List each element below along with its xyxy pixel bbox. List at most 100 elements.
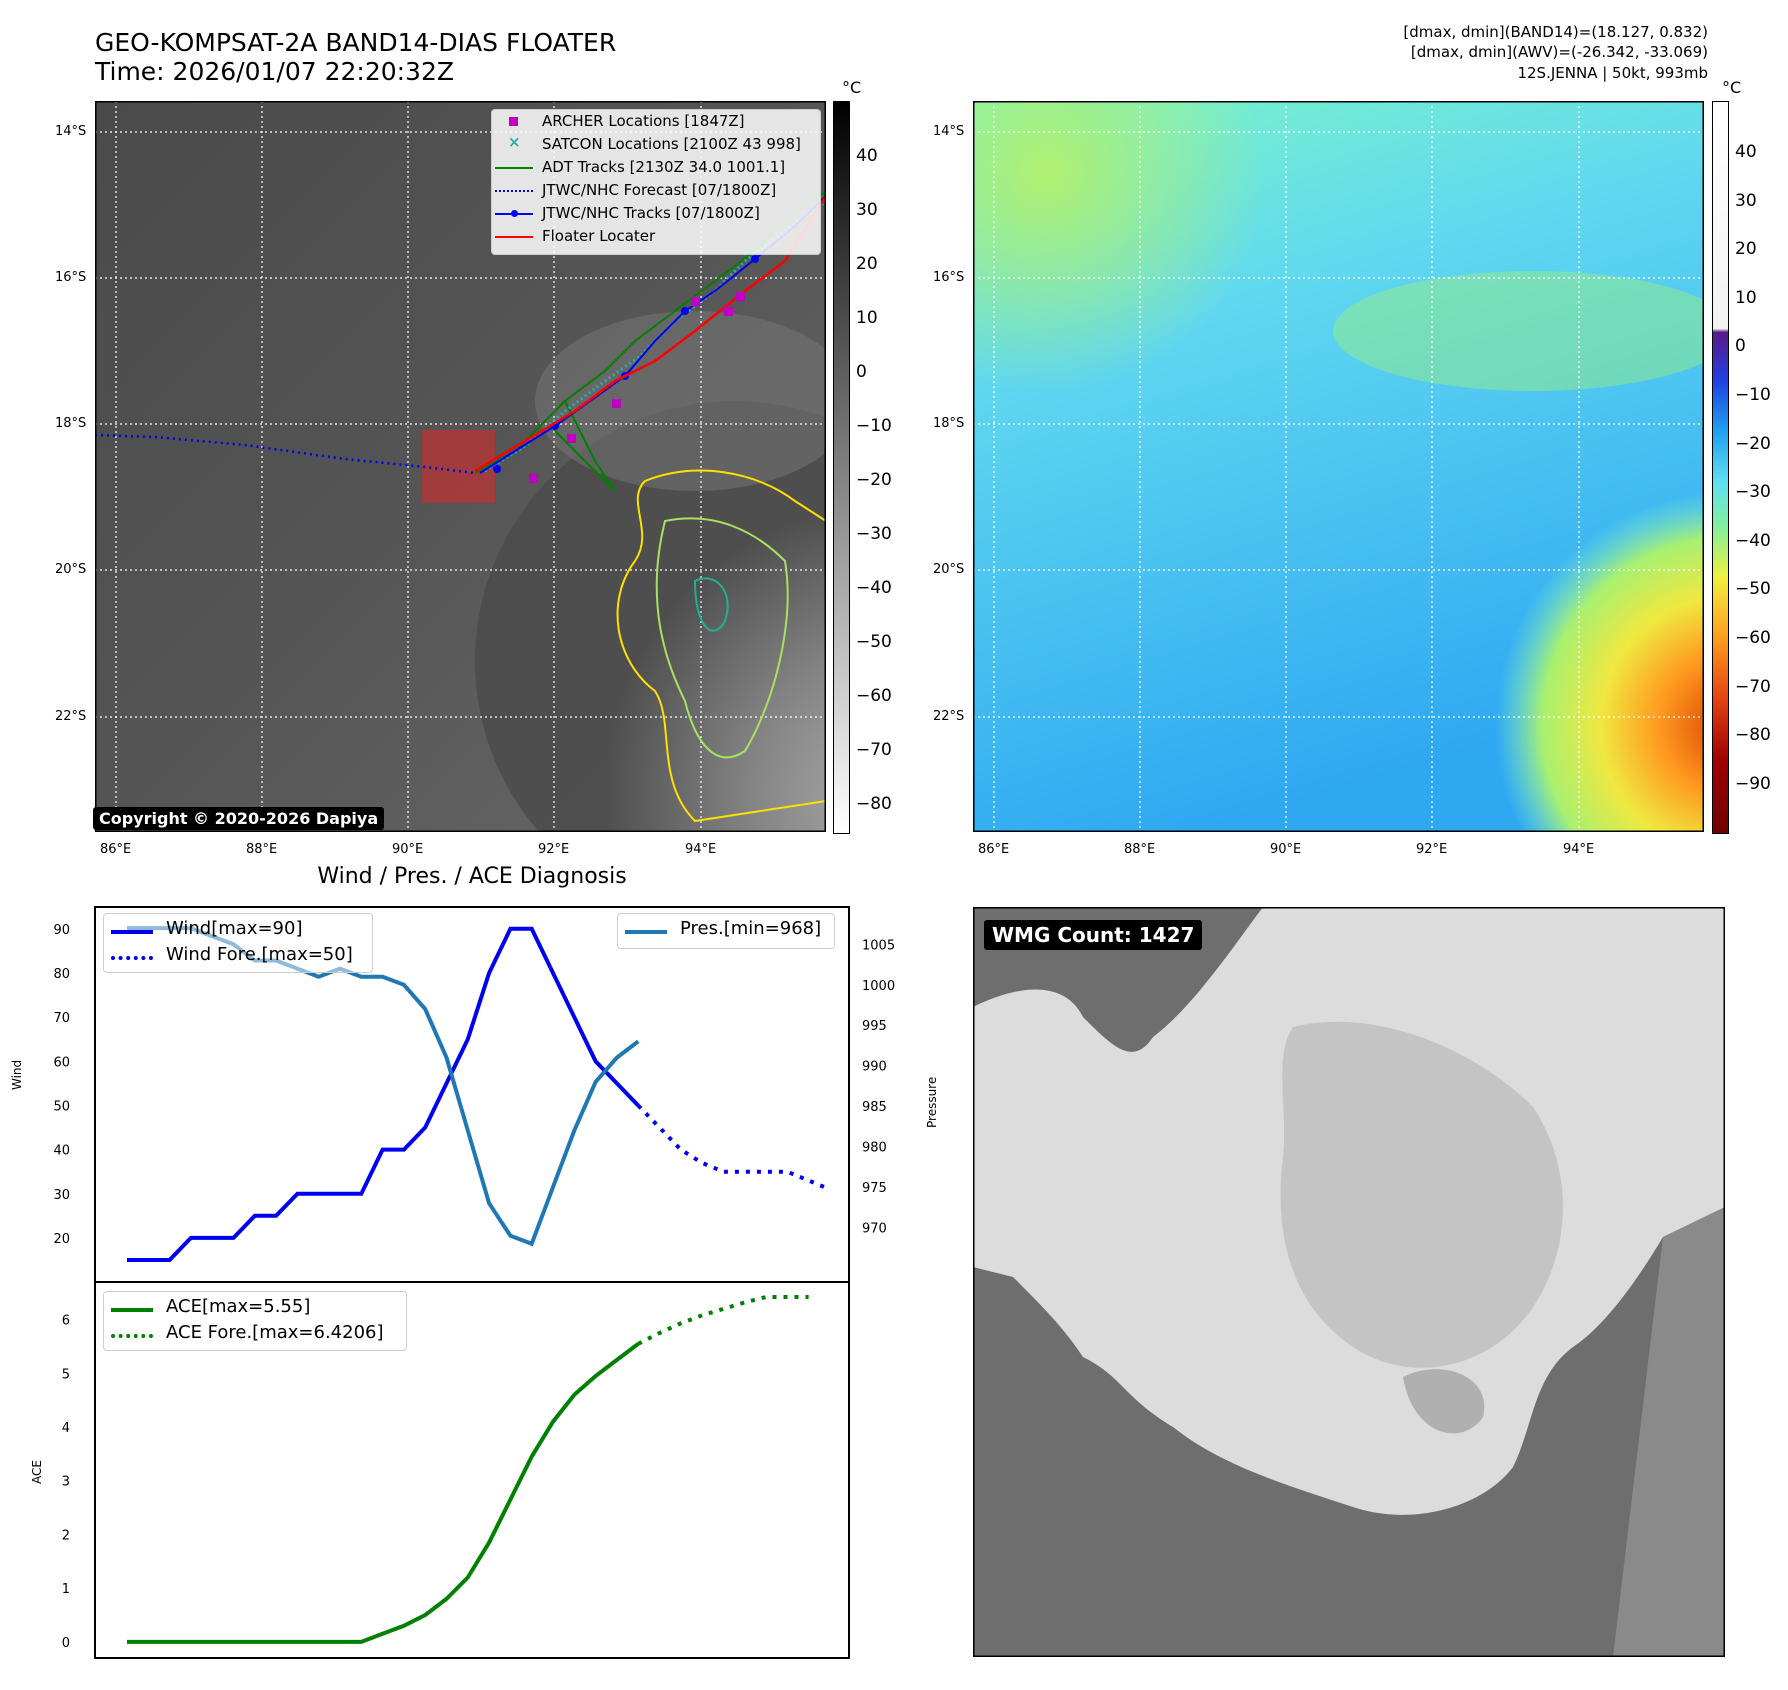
wind-tick-labels: 90 80 70 60 50 40 30 20 bbox=[53, 923, 70, 1247]
cloud-contours bbox=[616, 469, 827, 823]
lat-tick-left-1: 16°S bbox=[55, 270, 87, 285]
gray-colorbar-tick-6: −20 bbox=[856, 470, 892, 490]
color-colorbar-tick-4: 0 bbox=[1735, 336, 1746, 357]
wind-legend-label: Wind[max=90] bbox=[166, 918, 303, 939]
floater-locater-track bbox=[474, 195, 828, 473]
color-colorbar-tick-2: 20 bbox=[1735, 239, 1757, 260]
color-colorbar-tick-6: −20 bbox=[1735, 433, 1771, 454]
wmg-panel: WMG Count: 1427 bbox=[972, 906, 1726, 1658]
lon-tick-left-0: 86°E bbox=[100, 842, 132, 857]
lat-tick-left-3: 20°S bbox=[55, 562, 87, 577]
color-map-svg bbox=[972, 100, 1788, 881]
gray-colorbar-tick-7: −30 bbox=[856, 524, 892, 544]
lat-tick-right-1: 16°S bbox=[933, 270, 965, 285]
legend-satcon-label: SATCON Locations [2100Z 43 998] bbox=[542, 135, 801, 153]
ace-tick-5: 1 bbox=[62, 1582, 70, 1597]
floater-line-icon bbox=[495, 236, 533, 238]
ir-map-frame bbox=[94, 100, 827, 833]
lon-tick-left-2: 90°E bbox=[392, 842, 424, 857]
pres-tick-5: 980 bbox=[862, 1141, 887, 1156]
legend-floater-label: Floater Locater bbox=[542, 227, 656, 245]
color-colorbar-ticks: 40 30 20 10 0 −10 −20 −30 −40 −50 −60 −70 −80 −90 bbox=[1735, 101, 1785, 832]
forecast-line-icon bbox=[495, 190, 533, 192]
pres-tick-2: 995 bbox=[862, 1019, 887, 1034]
adt-line-icon bbox=[495, 167, 533, 169]
color-colorbar bbox=[1712, 101, 1729, 834]
diagnosis-title: Wind / Pres. / ACE Diagnosis bbox=[317, 864, 627, 889]
ace-tick-3: 3 bbox=[62, 1475, 70, 1490]
legend-jtwc-label: JTWC/NHC Tracks [07/1800Z] bbox=[542, 204, 760, 222]
lon-tick-left-4: 94°E bbox=[685, 842, 717, 857]
lat-tick-left-0: 14°S bbox=[55, 124, 87, 139]
gray-colorbar bbox=[833, 101, 850, 834]
ace-legend-label: ACE[max=5.55] bbox=[166, 1296, 311, 1317]
color-colorbar-tick-10: −60 bbox=[1735, 628, 1771, 648]
gray-colorbar-tick-11: −70 bbox=[856, 740, 892, 760]
archer-points bbox=[529, 292, 745, 483]
wind-tick-6: 30 bbox=[53, 1188, 70, 1203]
lon-tick-right-1: 88°E bbox=[1124, 842, 1156, 857]
wind-tick-7: 20 bbox=[53, 1232, 70, 1247]
ace-fore-legend-line-icon bbox=[111, 1334, 153, 1338]
wind-tick-5: 40 bbox=[53, 1144, 70, 1159]
gray-colorbar-tick-8: −40 bbox=[856, 578, 892, 598]
ace-tick-4: 2 bbox=[62, 1528, 70, 1543]
lat-tick-right-2: 18°S bbox=[933, 416, 965, 431]
ace-tick-0: 6 bbox=[62, 1314, 70, 1329]
pres-legend: Pres.[min=968] bbox=[617, 913, 835, 949]
color-colorbar-tick-0: 40 bbox=[1735, 142, 1757, 162]
color-colorbar-tick-8: −40 bbox=[1735, 530, 1771, 551]
ace-tick-labels: 6 5 4 3 2 1 0 bbox=[62, 1314, 70, 1651]
wind-tick-2: 70 bbox=[53, 1011, 70, 1026]
wmg-core bbox=[1403, 1369, 1485, 1434]
ace-forecast-line bbox=[637, 1295, 809, 1346]
map-legend: ARCHER Locations [1847Z] × SATCON Locati… bbox=[491, 109, 821, 255]
copyright-label: Copyright © 2020-2026 Dapiya bbox=[93, 807, 385, 830]
color-colorbar-tick-9: −50 bbox=[1735, 579, 1771, 600]
wmg-count-badge: WMG Count: 1427 bbox=[984, 920, 1203, 950]
figure-title-line1: GEO-KOMPSAT-2A BAND14-DIAS FLOATER bbox=[95, 28, 617, 57]
gray-colorbar-tick-9: −50 bbox=[856, 632, 892, 652]
gray-colorbar-ticks: 40 30 20 10 0 −10 −20 −30 −40 −50 −60 −70 −80 bbox=[856, 101, 906, 832]
gray-colorbar-tick-3: 10 bbox=[856, 308, 878, 328]
wind-tick-0: 90 bbox=[53, 923, 70, 938]
figure-title-line2: Time: 2026/01/07 22:20:32Z bbox=[95, 57, 454, 86]
cloud-band bbox=[535, 311, 855, 491]
color-colorbar-tick-12: −80 bbox=[1735, 725, 1771, 746]
ace-legend-line-icon bbox=[111, 1308, 153, 1312]
wind-tick-3: 60 bbox=[53, 1055, 70, 1070]
satcon-marker-icon: × bbox=[508, 133, 521, 151]
wind-tick-1: 80 bbox=[53, 967, 70, 982]
wmg-frame bbox=[972, 906, 1726, 1658]
ace-tick-1: 5 bbox=[62, 1367, 70, 1382]
gray-colorbar-tick-5: −10 bbox=[856, 416, 892, 436]
color-colorbar-tick-3: 10 bbox=[1735, 287, 1757, 308]
color-colorbar-tick-13: −90 bbox=[1735, 773, 1771, 794]
gray-colorbar-tick-2: 20 bbox=[856, 254, 878, 274]
wind-legend-line-icon bbox=[111, 930, 153, 934]
pres-tick-6: 975 bbox=[862, 1181, 887, 1196]
gray-colorbar-tick-4: 0 bbox=[856, 362, 867, 382]
ace-tick-6: 0 bbox=[62, 1636, 70, 1651]
gray-colorbar-tick-10: −60 bbox=[856, 686, 892, 706]
lon-tick-right-0: 86°E bbox=[978, 842, 1010, 857]
pres-legend-line-icon bbox=[625, 930, 667, 934]
pressure-ylabel: Pressure bbox=[925, 1076, 939, 1128]
lat-tick-left-4: 22°S bbox=[55, 709, 87, 724]
wmg-inner-region bbox=[1280, 1021, 1563, 1368]
legend-forecast-label: JTWC/NHC Forecast [07/1800Z] bbox=[542, 181, 777, 199]
ace-fore-legend-label: ACE Fore.[max=6.4206] bbox=[166, 1322, 384, 1343]
jtwc-dot-icon bbox=[511, 210, 518, 217]
color-colorbar-tick-5: −10 bbox=[1735, 385, 1771, 405]
legend-adt-label: ADT Tracks [2130Z 34.0 1001.1] bbox=[542, 158, 786, 176]
color-colorbar-tick-7: −30 bbox=[1735, 482, 1771, 503]
lat-tick-left-2: 18°S bbox=[55, 416, 87, 431]
ace-axes-frame bbox=[94, 1281, 850, 1659]
wind-legend: Wind[max=90] Wind Fore.[max=50] bbox=[103, 913, 373, 973]
lon-tick-right-2: 90°E bbox=[1270, 842, 1302, 857]
color-colorbar-unit: °C bbox=[1722, 78, 1742, 97]
pres-legend-label: Pres.[min=968] bbox=[680, 918, 822, 939]
pressure-tick-labels: 1005 1000 995 990 985 980 975 970 bbox=[862, 938, 895, 1236]
ir-map-panel: Copyright © 2020-2026 Dapiya ARCHER Loca… bbox=[93, 100, 995, 921]
